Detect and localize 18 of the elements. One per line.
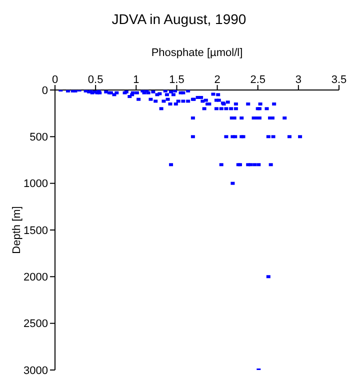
x-tick-label: 2.5 [250, 74, 266, 86]
x-tick-label: 1.5 [169, 74, 184, 86]
x-tick-label: 0.5 [88, 74, 104, 86]
y-tick-label: 1500 [24, 224, 48, 237]
x-tick-label: 3.5 [331, 74, 347, 86]
x-tick-label: 2 [214, 74, 220, 86]
x-axis-title: Phosphate [µmol/l] [151, 47, 243, 59]
x-tick-label: 0 [52, 74, 58, 86]
y-tick-label: 500 [30, 132, 48, 144]
y-tick-label: 0 [42, 84, 48, 97]
y-tick-label: 1000 [24, 178, 48, 190]
x-tick-label: 3 [295, 74, 302, 86]
y-axis-title: Depth [m] [10, 206, 23, 254]
y-tick-label: 2000 [24, 272, 48, 284]
y-tick-label: 2500 [24, 318, 48, 330]
chart-title: JDVA in August, 1990 [110, 11, 248, 27]
x-tick-label: 1 [133, 74, 140, 86]
y-tick-label: 3000 [24, 364, 48, 377]
